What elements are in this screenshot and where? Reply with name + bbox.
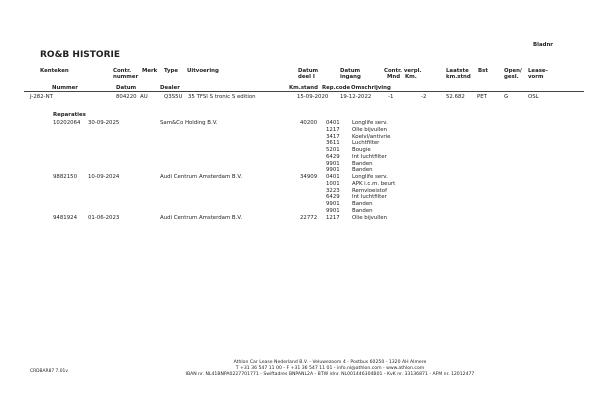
- repair-description: Longlife serv.: [352, 120, 388, 126]
- repair-datum: 10-09-2024: [88, 174, 120, 180]
- header-gesl: gesl.: [504, 74, 519, 80]
- repair-dealer: Audi Centrum Amsterdam B.V.: [160, 214, 243, 221]
- repair-kmstand: 34909: [300, 174, 318, 180]
- page-number-label: Bladnr: [533, 42, 553, 48]
- repair-code: 1217: [326, 214, 340, 221]
- bst: PET: [477, 94, 487, 100]
- header-open: Open/: [504, 68, 522, 74]
- contr-mnd: -1: [388, 94, 394, 100]
- merk: AU: [140, 94, 148, 100]
- header-vorm: vorm: [528, 74, 544, 80]
- repair-description: Koelvl/antivrie: [352, 133, 391, 140]
- header-mnd: Mnd: [387, 74, 401, 80]
- header-contr-verpl: Contr. verpl.: [384, 68, 422, 74]
- repair-code: 6429: [326, 153, 340, 160]
- repair-code: 1217: [326, 126, 340, 133]
- datum-ingang: 19-12-2022: [340, 94, 372, 100]
- repair-description: Olie bijvullen: [352, 126, 388, 133]
- repair-code: 6429: [326, 194, 340, 201]
- type: Q3S5U: [164, 94, 183, 100]
- repair-nummer: 9481924: [53, 214, 78, 221]
- footer-address: Athlon Car Lease Nederland B.V. - Veluwe…: [233, 360, 427, 365]
- repair-description: Bougie: [352, 147, 371, 153]
- repair-nummer: 10202064: [53, 120, 81, 126]
- header-laatste: Laatste: [446, 68, 469, 74]
- subheader-kmstand: Km.stand: [289, 85, 318, 91]
- repair-description: Int luchtfilter: [352, 194, 387, 201]
- repair-description: Banden: [352, 167, 373, 174]
- repair-description: Banden: [352, 207, 373, 214]
- repair-description: APK i.c.m. beurt: [352, 180, 396, 187]
- header-deel: deel I: [298, 74, 315, 80]
- repair-description: Banden: [352, 201, 373, 207]
- datum-deel: 15-09-2020: [297, 94, 329, 100]
- footer-contact: T +31 36 547 11 00 - F +31 36 547 11 01 …: [235, 366, 425, 371]
- header-ingang: ingang: [340, 74, 361, 80]
- repair-description: Luchtfilter: [352, 140, 380, 147]
- version-label: CRDBAR87 7.01v: [30, 369, 68, 374]
- header-kmstnd: km.stnd: [446, 74, 471, 80]
- repair-code: 0401: [326, 174, 340, 180]
- repair-code: 5201: [326, 147, 340, 153]
- repair-description: Banden: [352, 160, 373, 167]
- header-divider: [24, 91, 584, 92]
- open-gesl: G: [504, 94, 509, 100]
- repair-datum: 30-09-2025: [88, 120, 120, 126]
- laatste-km: 52.682: [446, 94, 465, 100]
- repair-description: Remvloeistof: [352, 187, 387, 194]
- subheader-nummer: Nummer: [52, 85, 78, 91]
- leasevorm: OSL: [528, 94, 539, 100]
- page-title: RO&B HISTORIE: [40, 50, 121, 60]
- subheader-repcode: Rep.code: [322, 85, 351, 91]
- header-contr: Contr.: [113, 68, 132, 74]
- repair-dealer: Audi Centrum Amsterdam B.V.: [160, 174, 243, 180]
- repair-code: 1001: [326, 180, 340, 187]
- repair-code: 9901: [326, 201, 340, 207]
- repair-kmstand: 22772: [300, 214, 318, 221]
- repair-code: 3611: [326, 140, 340, 147]
- header-datum-deel: Datum: [298, 68, 319, 74]
- footer-registration: IBAN nr. NL41BNPA0227701771 - Swiftadres…: [185, 372, 475, 377]
- repair-description: Longlife serv.: [352, 174, 388, 180]
- kenteken: J-282-NT: [30, 94, 53, 100]
- header-type: Type: [164, 68, 179, 74]
- repair-nummer: 9882150: [53, 174, 78, 180]
- header-merk: Merk: [142, 68, 158, 74]
- header-kenteken: Kenteken: [40, 68, 69, 74]
- repair-code: 3417: [326, 133, 340, 140]
- repair-dealer: Sam&Co Holding B.V.: [160, 120, 218, 126]
- header-uitvoering: Uitvoering: [187, 68, 219, 74]
- repair-code: 9901: [326, 167, 340, 174]
- header-km: Km.: [405, 74, 417, 80]
- contr-km: -2: [421, 94, 427, 100]
- subheader-dealer: Dealer: [160, 85, 180, 91]
- repair-code: 9901: [326, 160, 340, 167]
- header-nummer: nummer: [113, 74, 139, 80]
- header-lease: Lease-: [528, 68, 548, 74]
- header-bst: Bst: [478, 68, 488, 74]
- header-datum-ingang: Datum: [340, 68, 361, 74]
- repair-datum: 01-06-2023: [88, 214, 120, 221]
- subheader-datum: Datum: [116, 85, 137, 91]
- repair-description: Olie bijvullen: [352, 214, 388, 221]
- contract-nummer: 804220: [116, 94, 137, 100]
- reparaties-label: Reparaties: [53, 112, 86, 118]
- repair-kmstand: 40200: [300, 120, 318, 126]
- repair-code: 3223: [326, 187, 340, 194]
- subheader-omschrijving: Omschrijving: [351, 85, 391, 91]
- repair-code: 0401: [326, 120, 340, 126]
- repair-code: 9901: [326, 207, 340, 214]
- uitvoering: 35 TFSI S tronic S edition: [188, 94, 256, 100]
- repair-description: Int luchtfilter: [352, 153, 387, 160]
